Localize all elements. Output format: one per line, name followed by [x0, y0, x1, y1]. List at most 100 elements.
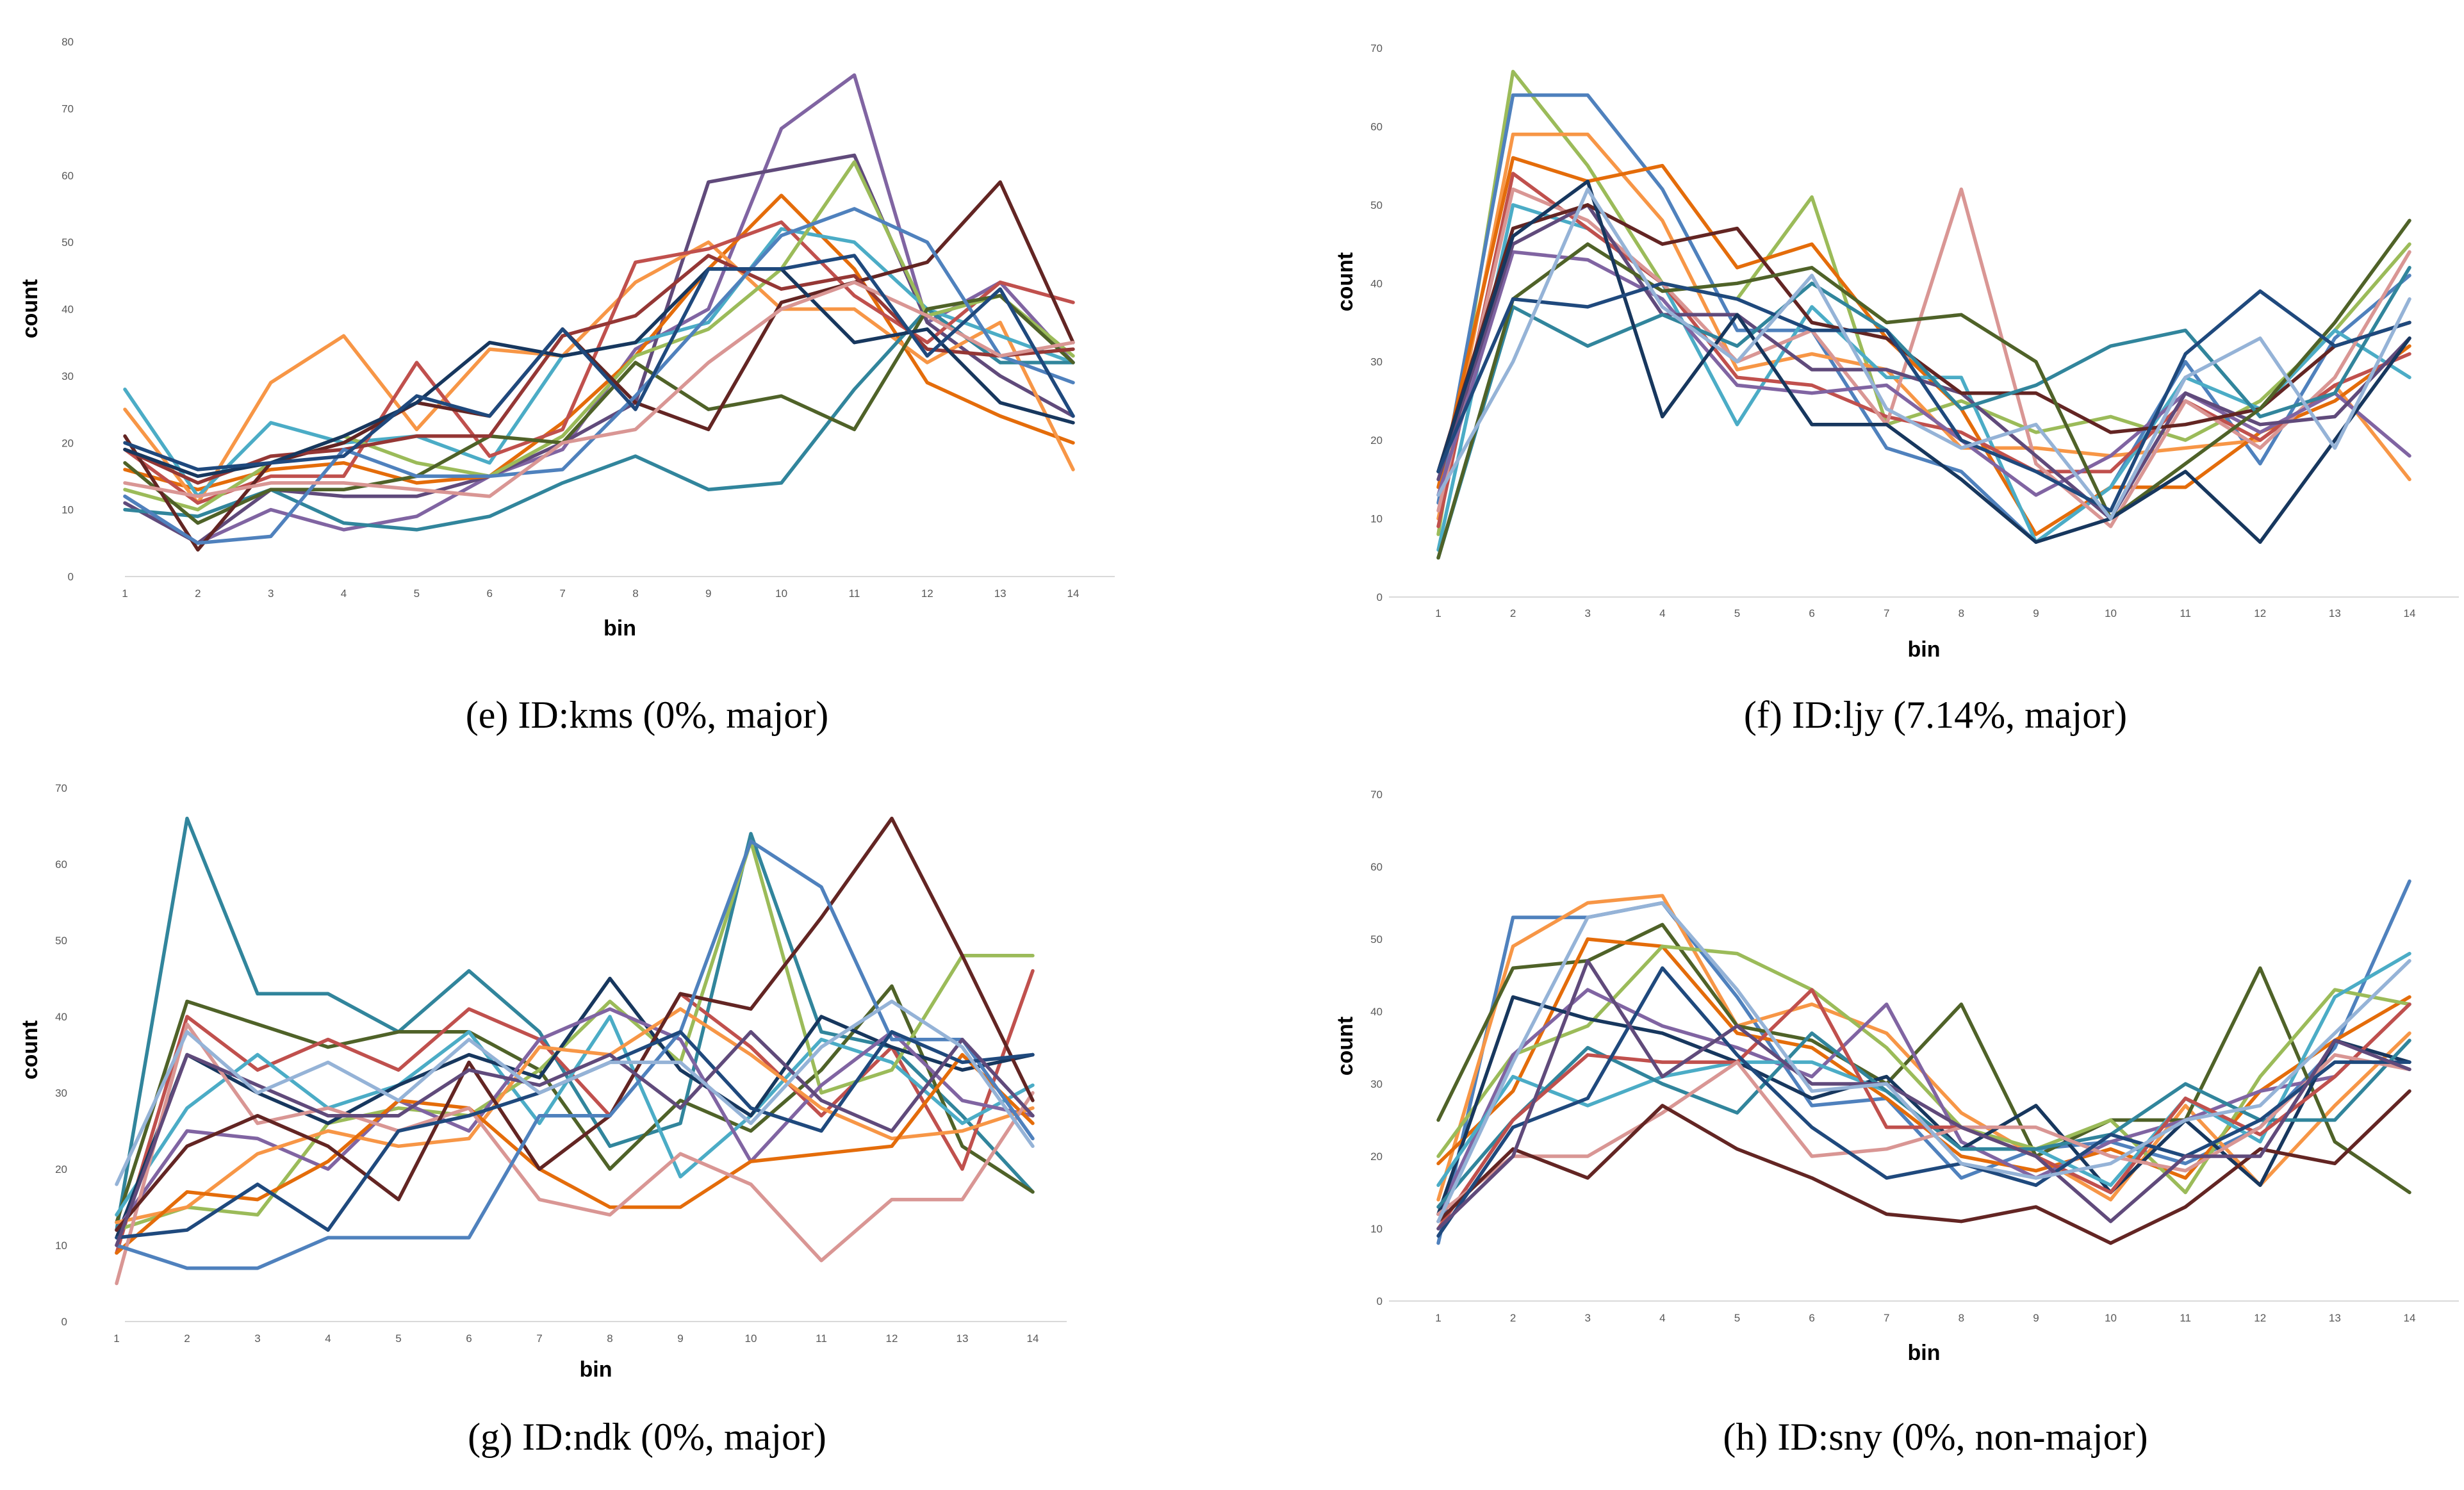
chart-f-ytick: 40	[1370, 277, 1383, 290]
chart-e-xtick: 7	[559, 587, 565, 600]
chart-e-ytick: 80	[62, 36, 74, 48]
chart-f-xtick: 9	[2033, 607, 2039, 619]
chart-f-series-line	[1436, 172, 2411, 528]
chart-f-ytick: 20	[1370, 434, 1383, 446]
chart-g-ytick: 30	[55, 1087, 67, 1099]
chart-g-xtick: 6	[466, 1332, 472, 1345]
chart-e-ytick: 30	[62, 370, 74, 382]
chart-e-series-line	[123, 254, 1075, 471]
chart-g-series-line	[115, 984, 1035, 1225]
chart-e-xtick: 3	[268, 587, 274, 600]
chart-h-series-line	[1436, 995, 2411, 1216]
chart-g-xtick: 12	[886, 1332, 898, 1345]
chart-h-ytick: 50	[1370, 933, 1383, 946]
chart-e-xtick: 5	[414, 587, 420, 600]
chart-e-xtick: 11	[849, 587, 860, 600]
chart-e-xtick: 8	[632, 587, 638, 600]
chart-e-ytick: 20	[62, 437, 74, 449]
chart-h-xtick: 6	[1809, 1312, 1814, 1324]
chart-g-ytick: 60	[55, 858, 67, 871]
chart-g-xtick: 2	[184, 1332, 190, 1345]
chart-f-xtick: 7	[1884, 607, 1889, 619]
chart-h-xtick: 11	[2180, 1312, 2191, 1324]
chart-g-xtick: 8	[607, 1332, 612, 1345]
chart-h-xtick: 3	[1584, 1312, 1590, 1324]
chart-f-series-line	[1436, 250, 2411, 497]
chart-f-series-line	[1436, 179, 2411, 544]
chart-h-ytick: 30	[1370, 1078, 1383, 1090]
chart-h-series-line	[1436, 966, 2411, 1238]
chart-h-ytick: 40	[1370, 1006, 1383, 1018]
chart-g-ytick: 70	[55, 782, 67, 794]
chart-panel-e: 0 10 20 30 40 50 60 70 80 1 2 3 4 5 6 7 8 9 10 11 12 13 14 bin c…	[0, 0, 1232, 745]
chart-e-ytick: 50	[62, 236, 74, 249]
chart-f-xlabel: bin	[1908, 637, 1941, 662]
chart-f-series-line	[1436, 203, 2411, 552]
chart-f-xtick: 1	[1435, 607, 1441, 619]
chart-e-series-line	[123, 193, 1075, 492]
chart-g-xtick: 11	[816, 1332, 827, 1345]
chart-f-ytick: 60	[1370, 120, 1383, 133]
chart-h-xtick: 7	[1884, 1312, 1889, 1324]
chart-h-series-line	[1436, 988, 2411, 1231]
chart-e-xtick: 4	[341, 587, 347, 600]
chart-f-xtick: 13	[2329, 607, 2341, 619]
chart-h-ylabel: count	[1333, 1017, 1358, 1076]
chart-h-series-line	[1436, 894, 2411, 1202]
chart-e-ytick: 40	[62, 304, 74, 316]
chart-g-xtick: 13	[957, 1332, 969, 1345]
chart-e-series-line	[123, 293, 1075, 525]
chart-f-series-line	[1436, 281, 2411, 513]
chart-h-xtick: 5	[1734, 1312, 1740, 1324]
chart-e-ylabel: count	[18, 279, 42, 339]
chart-e-series-line	[123, 180, 1075, 552]
chart-e-xtick: 2	[195, 587, 201, 600]
chart-h-xlabel: bin	[1908, 1341, 1941, 1365]
chart-g-series-line	[115, 839, 1035, 1270]
chart-panel-g: 0 10 20 30 40 50 60 70 1 2 3 4 5 6 7 8 9 10 11 12 13 14 bin cou…	[0, 745, 1232, 1490]
chart-f-caption: (f) ID:ljy (7.14%, major)	[1743, 694, 2128, 736]
chart-panel-h: 0 10 20 30 40 50 60 70 1 2 3 4 5 6 7 8 9 10 11 12 13 14 bin cou…	[1232, 745, 2464, 1490]
chart-f-series-line	[1436, 266, 2411, 560]
chart-e-xtick: 9	[705, 587, 711, 600]
chart-g-xtick: 10	[745, 1332, 757, 1345]
chart-e-series-line	[123, 307, 1075, 532]
chart-e-xtick: 13	[994, 587, 1006, 600]
chart-h-xtick: 14	[2404, 1312, 2416, 1324]
chart-e-series-line	[123, 240, 1075, 505]
chart-g-series-line	[115, 816, 1035, 1232]
chart-e-xtick: 10	[775, 587, 787, 600]
chart-g-caption: (g) ID:ndk (0%, major)	[468, 1416, 826, 1458]
chart-f-xtick: 12	[2254, 607, 2266, 619]
chart-h-ytick: 10	[1370, 1223, 1383, 1235]
chart-f-ytick: 70	[1370, 42, 1383, 54]
chart-h-series-line	[1436, 988, 2411, 1216]
chart-f-series-line	[1436, 203, 2411, 521]
chart-h-ytick: 20	[1370, 1150, 1383, 1163]
chart-g-xtick: 4	[325, 1332, 331, 1345]
chart-g-xtick: 5	[395, 1332, 401, 1345]
chart-e-series-line	[123, 207, 1075, 545]
chart-f-ytick: 30	[1370, 356, 1383, 368]
chart-h-xtick: 13	[2329, 1312, 2341, 1324]
chart-g-xtick: 9	[677, 1332, 683, 1345]
chart-f-xtick: 8	[1959, 607, 1964, 619]
chart-f-ytick: 50	[1370, 199, 1383, 211]
chart-h-series-line	[1436, 1089, 2411, 1245]
chart-e-series-line	[123, 280, 1075, 498]
chart-e-xtick: 14	[1067, 587, 1080, 600]
chart-h-xtick: 4	[1659, 1312, 1665, 1324]
chart-h-xtick: 1	[1435, 1312, 1441, 1324]
chart-e-ytick: 0	[68, 571, 74, 583]
chart-e-ytick: 10	[62, 504, 74, 516]
chart-h-xtick: 8	[1959, 1312, 1964, 1324]
chart-g-xtick: 7	[536, 1332, 542, 1345]
chart-h-xtick: 10	[2105, 1312, 2117, 1324]
chart-g-series-line	[115, 839, 1035, 1232]
chart-f-xtick: 3	[1584, 607, 1590, 619]
chart-h-series-line	[1436, 959, 2411, 1231]
chart-panel-f: 0 10 20 30 40 50 60 70 1 2 3 4 5 6 7 8 9 10 11 12 13 14 bin cou…	[1232, 0, 2464, 745]
chart-e-series-line	[123, 73, 1075, 545]
